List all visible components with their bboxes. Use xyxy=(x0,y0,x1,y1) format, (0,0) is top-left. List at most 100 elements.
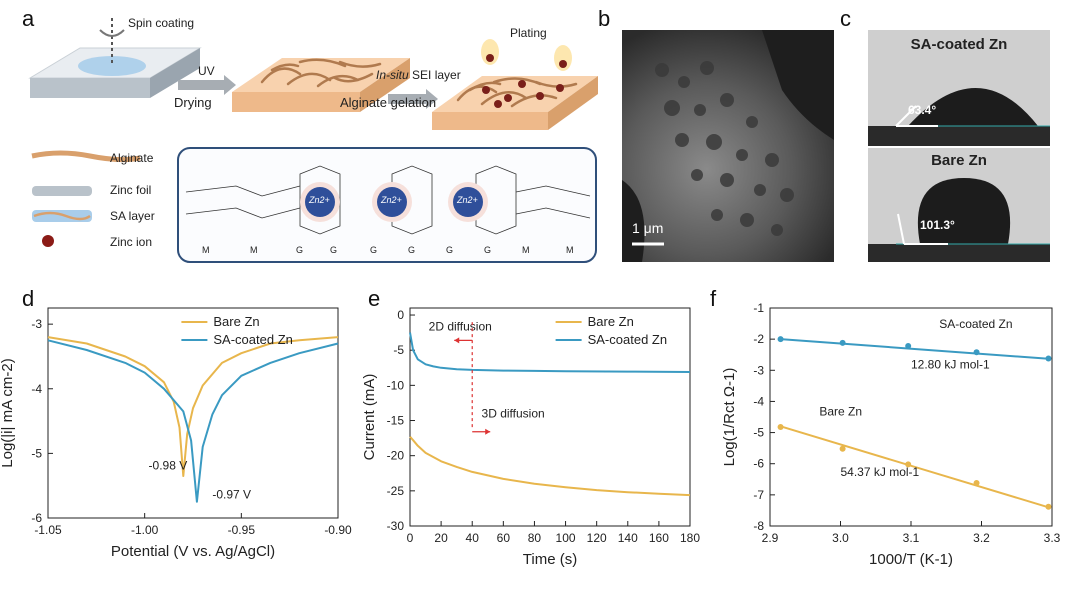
sei-text: SEI layer xyxy=(412,68,461,82)
y-tick-label: -4 xyxy=(753,394,764,408)
data-point xyxy=(905,461,912,468)
y-tick-label: -20 xyxy=(387,449,405,463)
y-tick-label: -1 xyxy=(753,301,764,315)
legend-label: Bare Zn xyxy=(588,314,634,329)
data-point xyxy=(777,336,784,343)
x-tick-label: -1.05 xyxy=(34,523,62,537)
x-tick-label: -0.90 xyxy=(324,523,352,537)
panel-label-a: a xyxy=(22,6,35,31)
annotation: Bare Zn xyxy=(819,404,862,418)
sa-layer-icon xyxy=(32,210,92,222)
sei-layer-label: In-situ SEI layer xyxy=(376,68,461,82)
panel-label-b: b xyxy=(598,6,611,31)
y-tick-label: -6 xyxy=(31,511,42,525)
data-point xyxy=(839,445,846,452)
plot-frame xyxy=(409,307,691,527)
contact-angle-image-bare: Bare Zn 101.3° xyxy=(868,148,1050,262)
plot-frame xyxy=(47,307,339,519)
sem-image: 1 μm xyxy=(622,30,834,262)
annotation: -0.97 V xyxy=(212,488,251,502)
annotation: 3D diffusion xyxy=(482,407,545,421)
zn-ion-label-3: Zn2+ xyxy=(457,195,478,205)
y-tick-label: -3 xyxy=(753,363,764,377)
y-tick-label: -15 xyxy=(387,414,405,428)
x-tick-label: 3.3 xyxy=(1044,531,1061,545)
residue-label: G xyxy=(330,245,338,255)
legend-sa-layer: SA layer xyxy=(110,209,155,223)
y-tick-label: -10 xyxy=(387,378,405,392)
x-tick-label: 140 xyxy=(618,531,638,545)
uv-label: UV xyxy=(198,64,215,78)
residue-label: M xyxy=(566,245,574,255)
residue-label: M xyxy=(202,245,210,255)
y-axis-label: Current (mA) xyxy=(361,374,378,461)
y-axis-label: Log(|i| mA cm-2) xyxy=(0,358,16,467)
x-tick-label: -1.00 xyxy=(131,523,159,537)
annotation: -0.98 V xyxy=(149,459,188,473)
plating-label: Plating xyxy=(510,26,547,40)
x-tick-label: 3.0 xyxy=(832,531,849,545)
y-tick-label: -7 xyxy=(753,488,764,502)
data-point xyxy=(839,339,846,346)
x-tick-label: 120 xyxy=(587,531,607,545)
contact-angle-image-sa: SA-coated Zn 63.4° xyxy=(868,30,1050,146)
legend-label: Bare Zn xyxy=(213,314,259,329)
tafel-plot-area: -1.05 -1.00 -0.95 -0.90 -6 -5 -4 -3 Potential (V… xyxy=(0,307,352,560)
sa-contact-angle: 63.4° xyxy=(908,103,937,117)
residue-label: M xyxy=(522,245,530,255)
residue-label: G xyxy=(370,245,378,255)
ca-plot-area: 0 20 40 60 80 100 120 140 160 180 0 -5 -10 -15 -20 -25 -… xyxy=(361,307,700,568)
arrowhead-icon xyxy=(485,428,491,435)
y-tick-label: -5 xyxy=(31,446,42,460)
zn-ion-label-1: Zn2+ xyxy=(309,195,330,205)
legend-alginate: Alginate xyxy=(110,151,154,165)
residue-label: M xyxy=(250,245,258,255)
y-axis-label: Log(1/Rct Ω-1) xyxy=(721,368,738,467)
panel-label-e: e xyxy=(368,286,381,311)
x-axis-label: 1000/T (K-1) xyxy=(869,551,953,568)
x-tick-label: 20 xyxy=(434,531,448,545)
series-line xyxy=(47,339,339,503)
y-tick-label: -8 xyxy=(753,519,764,533)
x-tick-label: 180 xyxy=(680,531,700,545)
spin-coating-label: Spin coating xyxy=(128,16,195,30)
chronoamperometry-chart: 0 20 40 60 80 100 120 140 160 180 0 -5 -10 -15 -20 -25 -… xyxy=(361,307,700,568)
arrhenius-chart: 2.9 3.0 3.1 3.2 3.3 -1 -2 -3 -4 -5 -6 -7 -8 1000/T (K… xyxy=(721,301,1061,568)
sa-coated-title: SA-coated Zn xyxy=(910,36,1008,53)
y-tick-label: -5 xyxy=(753,426,764,440)
series-line xyxy=(409,332,691,373)
alginate-coated-plate xyxy=(232,58,410,112)
arrow-right-icon xyxy=(388,89,438,109)
data-point xyxy=(905,342,912,349)
tafel-chart: -1.05 -1.00 -0.95 -0.90 -6 -5 -4 -3 Potential (V… xyxy=(0,307,352,560)
series-line xyxy=(409,436,691,497)
x-tick-label: 3.2 xyxy=(973,531,990,545)
plated-sei-plate xyxy=(432,39,598,130)
panel-label-d: d xyxy=(22,286,35,311)
scale-bar-label: 1 μm xyxy=(632,220,664,236)
annotation: 54.37 kJ mol-1 xyxy=(841,465,920,479)
zinc-foil-icon xyxy=(32,186,92,196)
x-tick-label: 3.1 xyxy=(903,531,920,545)
panel-label-f: f xyxy=(710,286,717,311)
x-axis-label: Time (s) xyxy=(523,551,577,568)
y-tick-label: -5 xyxy=(393,343,404,357)
data-point xyxy=(1045,503,1052,510)
legend-zinc-ion: Zinc ion xyxy=(110,235,153,249)
x-tick-label: 60 xyxy=(497,531,511,545)
y-tick-label: -30 xyxy=(387,519,405,533)
y-tick-label: -25 xyxy=(387,484,405,498)
in-situ-text: In-situ xyxy=(376,68,409,82)
annotation: SA-coated Zn xyxy=(939,317,1012,331)
fit-line xyxy=(780,425,1049,509)
alginate-chain-drawing xyxy=(185,165,591,235)
legend-zinc-foil: Zinc foil xyxy=(110,183,152,197)
schematic-diagram xyxy=(28,18,598,263)
residue-label: G xyxy=(296,245,304,255)
data-point xyxy=(777,423,784,430)
zn-ion-spheres xyxy=(300,182,488,222)
fit-line xyxy=(780,338,1049,360)
x-tick-label: 0 xyxy=(407,531,414,545)
arrow-right-icon xyxy=(178,75,236,95)
bare-substrate-plate xyxy=(28,47,202,98)
